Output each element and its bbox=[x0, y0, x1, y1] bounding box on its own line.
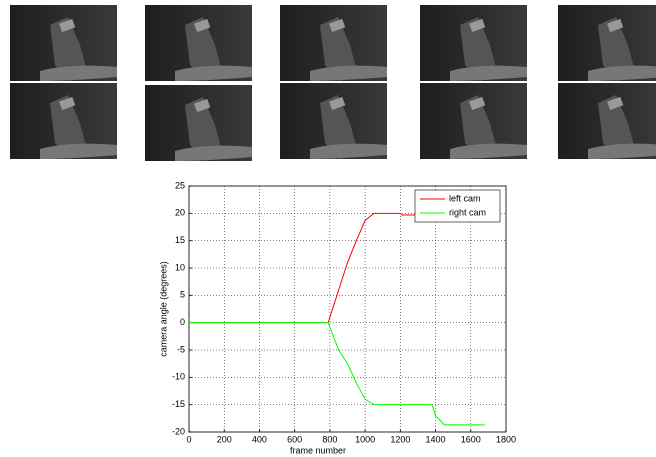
x-tick-label: 1400 bbox=[426, 434, 446, 444]
x-tick-label: 400 bbox=[252, 434, 267, 444]
y-tick-label: 25 bbox=[175, 180, 185, 190]
photo bbox=[10, 5, 117, 81]
plot-area bbox=[188, 185, 507, 433]
y-axis-label: camera angle (degrees) bbox=[158, 261, 168, 357]
photo-strip bbox=[10, 5, 656, 161]
legend-label: left cam bbox=[449, 193, 481, 203]
photo bbox=[420, 83, 527, 159]
y-tick-label: -5 bbox=[177, 344, 185, 354]
x-tick-label: 1600 bbox=[461, 434, 481, 444]
photo bbox=[10, 83, 117, 159]
photo bbox=[420, 5, 527, 81]
y-tick-label: 5 bbox=[180, 290, 185, 300]
y-tick-label: 20 bbox=[175, 208, 185, 218]
series-line bbox=[189, 322, 485, 426]
x-axis-label: frame number bbox=[290, 445, 346, 455]
x-tick-label: 600 bbox=[287, 434, 302, 444]
x-tick-label: 800 bbox=[322, 434, 337, 444]
y-tick-label: -10 bbox=[172, 372, 185, 382]
x-tick-label: 200 bbox=[217, 434, 232, 444]
photo bbox=[280, 83, 387, 159]
y-tick-label: 0 bbox=[180, 317, 185, 327]
photo bbox=[145, 5, 252, 81]
photo bbox=[558, 5, 656, 81]
y-tick-label: -15 bbox=[172, 399, 185, 409]
x-tick-label: 0 bbox=[186, 434, 191, 444]
x-tick-label: 1800 bbox=[496, 434, 516, 444]
photo bbox=[145, 85, 252, 161]
y-tick-label: 15 bbox=[175, 235, 185, 245]
photo bbox=[558, 83, 656, 159]
photo bbox=[280, 5, 387, 81]
legend-label: right cam bbox=[449, 207, 486, 217]
x-tick-label: 1000 bbox=[355, 434, 375, 444]
x-tick-label: 1200 bbox=[390, 434, 410, 444]
y-tick-label: -20 bbox=[172, 426, 185, 436]
series-line bbox=[189, 212, 433, 324]
legend-box bbox=[414, 189, 501, 223]
y-tick-label: 10 bbox=[175, 262, 185, 272]
